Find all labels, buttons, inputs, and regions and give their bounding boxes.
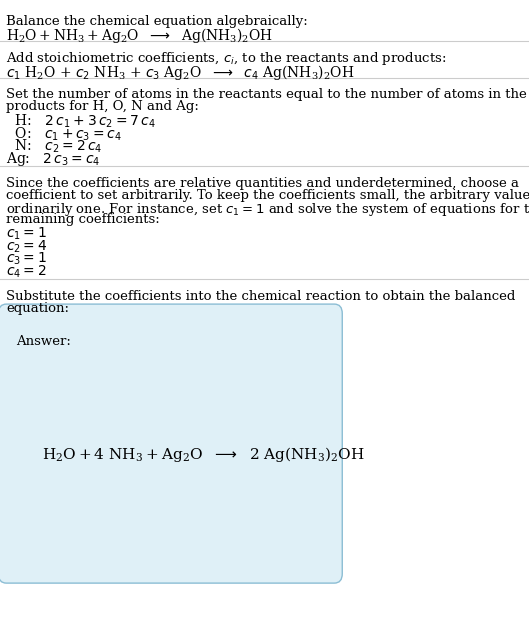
Text: Substitute the coefficients into the chemical reaction to obtain the balanced: Substitute the coefficients into the che… — [6, 290, 516, 303]
Text: N:   $c_2 = 2\,c_4$: N: $c_2 = 2\,c_4$ — [6, 138, 103, 155]
Text: remaining coefficients:: remaining coefficients: — [6, 213, 160, 226]
Text: $c_1$ $\mathregular{H_2O}$ + $c_2$ $\mathregular{NH_3}$ + $c_3$ $\mathregular{Ag: $c_1$ $\mathregular{H_2O}$ + $c_2$ $\mat… — [6, 63, 355, 82]
Text: coefficient to set arbitrarily. To keep the coefficients small, the arbitrary va: coefficient to set arbitrarily. To keep … — [6, 189, 529, 202]
Text: equation:: equation: — [6, 302, 69, 315]
Text: products for H, O, N and Ag:: products for H, O, N and Ag: — [6, 100, 199, 113]
Text: $c_1 = 1$: $c_1 = 1$ — [6, 226, 47, 242]
Text: Balance the chemical equation algebraically:: Balance the chemical equation algebraica… — [6, 15, 308, 28]
Text: H:   $2\,c_1 + 3\,c_2 = 7\,c_4$: H: $2\,c_1 + 3\,c_2 = 7\,c_4$ — [6, 113, 156, 130]
Text: $\mathregular{H_2O + NH_3 + Ag_2O}$  $\longrightarrow$  $\mathregular{Ag(NH_3)_2: $\mathregular{H_2O + NH_3 + Ag_2O}$ $\lo… — [6, 26, 273, 45]
Text: Answer:: Answer: — [16, 335, 71, 349]
Text: ordinarily one. For instance, set $c_1 = 1$ and solve the system of equations fo: ordinarily one. For instance, set $c_1 =… — [6, 201, 529, 218]
Text: Add stoichiometric coefficients, $c_i$, to the reactants and products:: Add stoichiometric coefficients, $c_i$, … — [6, 50, 446, 67]
Text: $c_4 = 2$: $c_4 = 2$ — [6, 263, 47, 280]
Text: $c_2 = 4$: $c_2 = 4$ — [6, 238, 48, 255]
Text: $c_3 = 1$: $c_3 = 1$ — [6, 251, 47, 267]
Text: O:   $c_1 + c_3 = c_4$: O: $c_1 + c_3 = c_4$ — [6, 125, 122, 143]
FancyBboxPatch shape — [0, 304, 342, 583]
Text: Set the number of atoms in the reactants equal to the number of atoms in the: Set the number of atoms in the reactants… — [6, 88, 527, 101]
Text: $\mathregular{H_2O + 4\ NH_3 + Ag_2O}$  $\longrightarrow$  $\mathregular{2\ Ag(N: $\mathregular{H_2O + 4\ NH_3 + Ag_2O}$ $… — [42, 445, 365, 464]
Text: Ag:   $2\,c_3 = c_4$: Ag: $2\,c_3 = c_4$ — [6, 150, 101, 169]
Text: Since the coefficients are relative quantities and underdetermined, choose a: Since the coefficients are relative quan… — [6, 177, 519, 190]
